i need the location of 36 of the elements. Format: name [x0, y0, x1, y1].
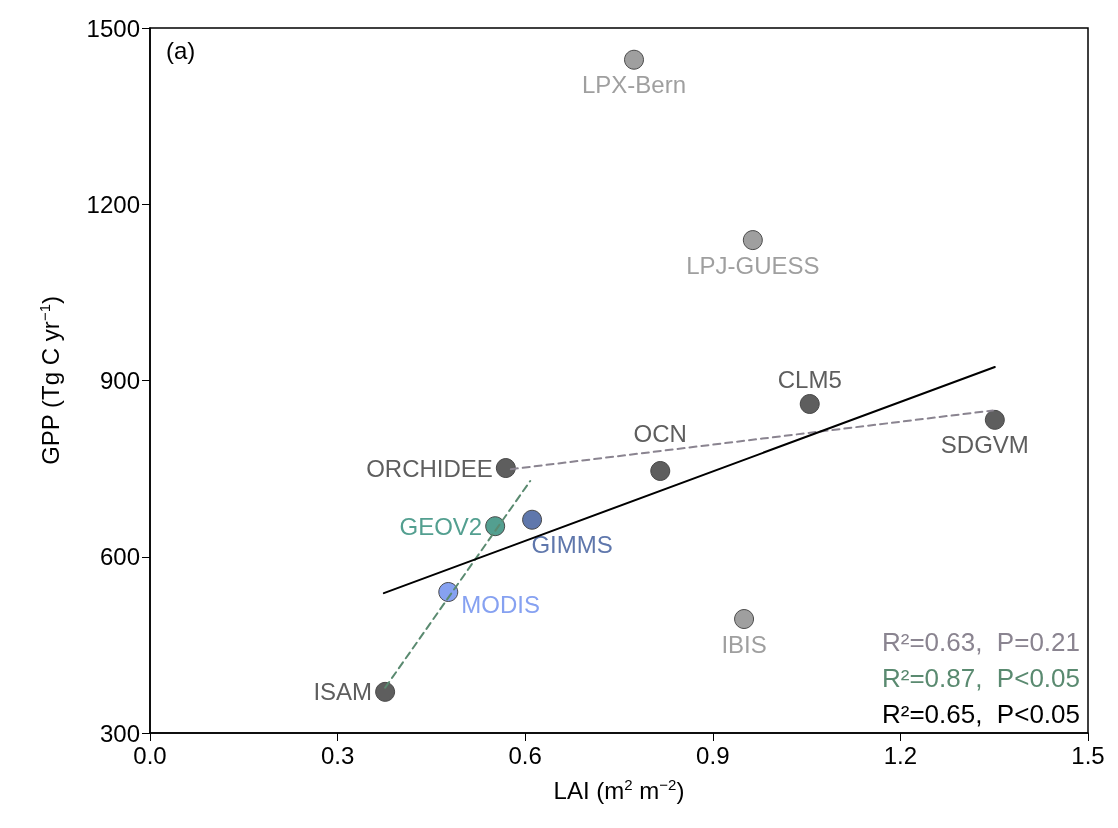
text: R²=0.87, P<0.05: [881, 663, 1081, 693]
x-tick-label: 0.9: [696, 741, 730, 769]
point: [624, 49, 645, 70]
point: [650, 460, 671, 481]
series-label: GIMMS: [531, 531, 613, 559]
text: R²=0.65, P<0.05: [881, 699, 1081, 729]
x-tick-label: 1.5: [1071, 741, 1105, 769]
series-label: ORCHIDEE: [366, 454, 493, 482]
x-tick-label: 0.3: [320, 741, 355, 769]
annotation: (a): [166, 36, 196, 64]
x-tick-label: 1.2: [883, 741, 918, 769]
x-tick-label: 0.6: [508, 741, 542, 769]
series-label: SDGVM: [940, 431, 1029, 459]
point: [495, 458, 516, 479]
series-label: LPJ-GUESS: [686, 251, 820, 279]
series-label: MODIS: [461, 590, 540, 618]
series-label: CLM5: [777, 365, 842, 393]
point: [734, 609, 755, 630]
series-label: OCN: [633, 420, 687, 448]
y-tick-label: 900: [99, 367, 140, 394]
text: R²=0.63, P=0.21: [881, 627, 1081, 657]
series-label: IBIS: [721, 630, 767, 658]
point: [984, 409, 1005, 430]
y-tick-label: 600: [99, 543, 140, 571]
y-tick-label: 1500: [86, 14, 140, 42]
series-label: ISAM: [313, 678, 373, 706]
y-axis-title: GPP (Tg C yr−1): [36, 295, 64, 465]
point: [485, 516, 506, 537]
y-tick-label: 1200: [86, 190, 140, 218]
point: [742, 230, 763, 251]
point: [375, 681, 396, 702]
series-label: LPX-Bern: [581, 71, 687, 99]
point: [438, 582, 459, 602]
point: [522, 509, 543, 530]
series-label: GEOV2: [399, 512, 483, 540]
point: [799, 394, 820, 414]
